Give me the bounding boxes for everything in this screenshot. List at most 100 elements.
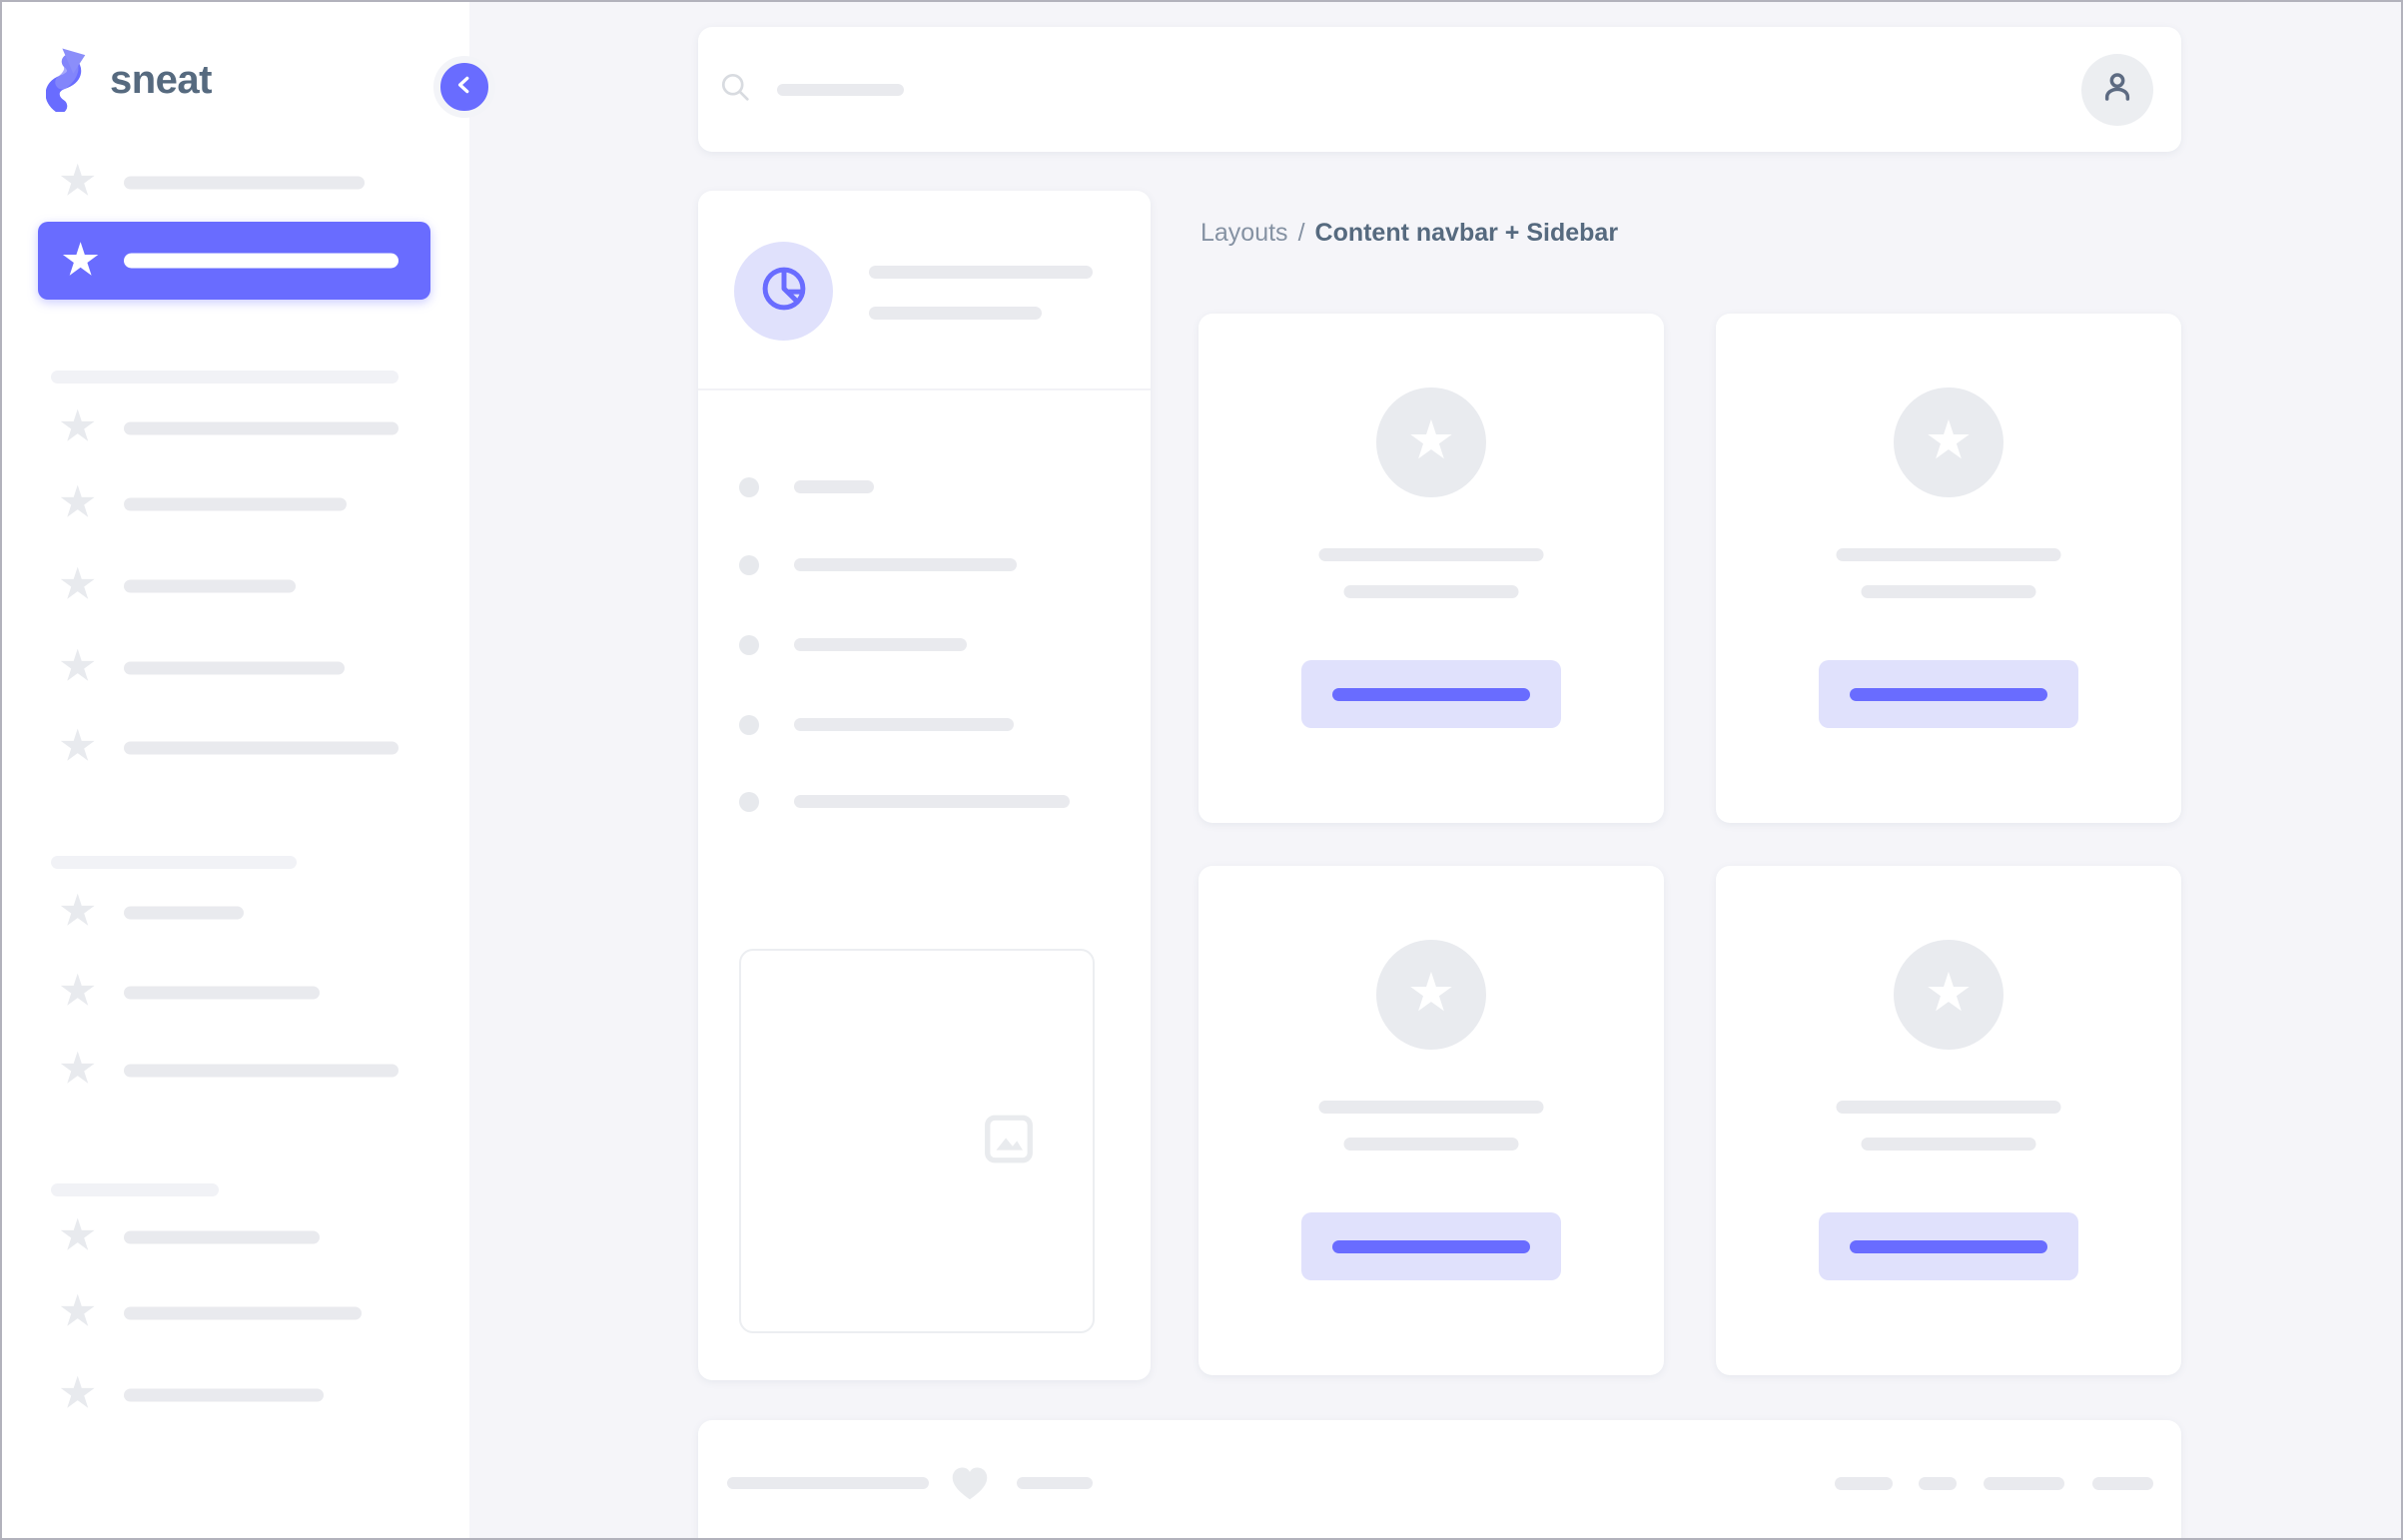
text-placeholder [1861,1138,2036,1151]
list-text-placeholder [794,480,874,493]
menu-label-placeholder [124,421,399,435]
text-placeholder [727,1477,929,1489]
sidebar-item[interactable]: ★ [2,708,469,788]
menu-label-placeholder [124,741,399,755]
card-action-button[interactable] [1301,660,1561,728]
card-action-button[interactable] [1819,1212,2078,1280]
bullet-dot [739,477,759,497]
bullet-dot [739,715,759,735]
chevron-left-icon [453,74,475,101]
footer-content [698,1464,2181,1502]
text-placeholder [1836,548,2061,561]
sidebar-item[interactable]: ★ [2,1197,469,1277]
list-item [698,792,1151,812]
star-icon: ★ [58,559,98,609]
list-text-placeholder [794,718,1014,731]
star-icon: ★ [58,641,98,691]
star-icon: ★ [58,1286,98,1336]
star-icon: ★ [1406,410,1456,470]
avatar: ★ [1376,387,1486,497]
sidebar-item-active[interactable]: ★ [38,222,430,300]
heart-icon[interactable] [949,1464,991,1502]
bullet-dot [739,635,759,655]
pie-chart-icon [757,262,811,321]
text-placeholder [1017,1477,1093,1489]
sidebar-item[interactable]: ★ [2,464,469,544]
search-icon [717,69,753,110]
button-label-placeholder [1332,1239,1530,1253]
user-avatar-button[interactable] [2081,53,2153,126]
star-icon: ★ [1924,410,1974,470]
card-action-button[interactable] [1819,660,2078,728]
sidebar-section-placeholder [51,856,297,869]
menu-label-placeholder [124,253,399,269]
breadcrumb: Layouts / Content navbar + Sidebar [1201,219,1618,248]
brand-name: sneat [110,58,213,102]
star-icon: ★ [58,1368,98,1418]
sidebar-item[interactable]: ★ [2,873,469,953]
menu-label-placeholder [124,1388,324,1402]
list-item [698,477,1151,497]
card-grid: ★ ★ ★ ★ [1199,314,2181,1375]
logo-icon [45,44,94,117]
grid-card: ★ [1716,866,2181,1375]
list-item [698,715,1151,735]
sidebar: sneat ★ ★ ★ ★ ★ [2,2,495,1538]
footer-bar [698,1420,2181,1538]
brand[interactable]: sneat [45,44,213,117]
menu-label-placeholder [124,1230,320,1244]
star-icon: ★ [58,886,98,936]
list-text-placeholder [794,558,1017,571]
sidebar-item[interactable]: ★ [2,1031,469,1111]
card-action-button[interactable] [1301,1212,1561,1280]
star-icon: ★ [58,477,98,527]
grid-card: ★ [1199,314,1664,823]
star-icon: ★ [58,721,98,771]
bullet-dot [739,792,759,812]
breadcrumb-parent-link[interactable]: Layouts [1201,219,1288,247]
star-icon: ★ [1924,963,1974,1023]
sidebar-item[interactable]: ★ [2,388,469,468]
menu-label-placeholder [124,497,347,511]
text-placeholder [1318,1101,1544,1114]
text-placeholder [1343,1138,1519,1151]
subtitle-placeholder [869,307,1042,320]
footer-left [727,1464,1093,1502]
pagination-pill [1835,1476,1893,1490]
star-icon: ★ [1406,963,1456,1023]
sidebar-item[interactable]: ★ [2,953,469,1033]
button-label-placeholder [1850,687,2047,701]
search-input[interactable] [698,69,2081,110]
sidebar-item[interactable]: ★ [2,546,469,626]
image-icon [979,1110,1039,1172]
sidebar-item[interactable]: ★ [2,1273,469,1353]
menu-label-placeholder [124,986,320,1000]
grid-card: ★ [1716,314,2181,823]
menu-label-placeholder [124,1306,362,1320]
menu-label-placeholder [124,906,244,920]
menu-label-placeholder [124,1064,399,1078]
sidebar-item[interactable]: ★ [2,1355,469,1435]
star-icon: ★ [58,401,98,451]
star-icon: ★ [58,966,98,1016]
avatar [734,242,833,341]
menu-label-placeholder [124,661,345,675]
pagination-pill [1919,1476,1957,1490]
avatar: ★ [1894,940,2003,1050]
sidebar-item[interactable]: ★ [2,628,469,708]
avatar: ★ [1376,940,1486,1050]
detail-card-header [698,191,1151,390]
sidebar-collapse-button[interactable] [433,56,495,118]
image-placeholder [739,949,1095,1333]
text-placeholder [1343,585,1519,598]
top-navbar [698,27,2181,152]
text-placeholder [1318,548,1544,561]
footer-pagination-placeholder [1835,1476,2153,1490]
list-text-placeholder [794,638,967,651]
star-icon: ★ [58,156,98,206]
text-placeholder [1836,1101,2061,1114]
text-placeholder [1861,585,2036,598]
sidebar-item[interactable]: ★ [2,143,469,223]
avatar: ★ [1894,387,2003,497]
